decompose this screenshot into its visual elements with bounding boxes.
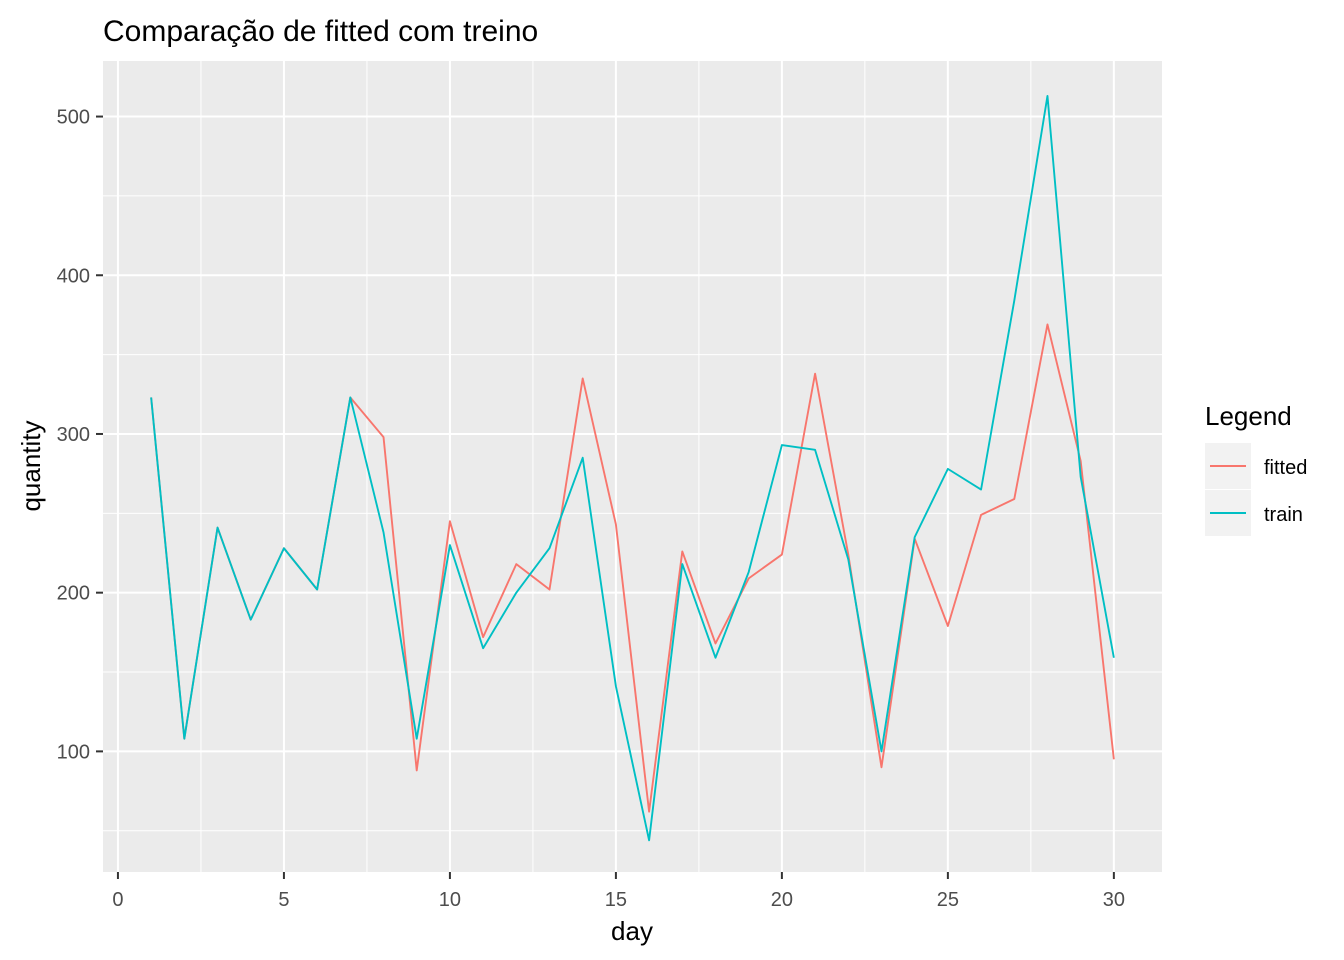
legend-items: fitted train	[1205, 443, 1307, 536]
y-tick-label: 200	[57, 583, 90, 605]
major-gridlines	[103, 61, 1162, 872]
legend: Legend fitted train	[1205, 401, 1307, 536]
chart-title: Comparação de fitted com treino	[103, 15, 538, 48]
x-axis-ticks: 0 5 10 15 20 25 30	[112, 872, 1125, 911]
series-line-train	[150, 94, 1115, 842]
legend-label-train: train	[1264, 504, 1303, 526]
x-tick-label: 30	[1103, 889, 1125, 911]
x-tick-label: 10	[439, 889, 461, 911]
y-tick-label: 400	[57, 265, 90, 287]
y-axis-ticks: 100 200 300 400 500	[57, 107, 103, 763]
x-tick-label: 5	[278, 889, 289, 911]
plot-panel	[103, 61, 1162, 872]
series-layer	[150, 94, 1115, 842]
x-tick-label: 25	[937, 889, 959, 911]
legend-label-fitted: fitted	[1264, 457, 1307, 479]
y-axis-title: quantity	[16, 420, 46, 511]
x-tick-label: 15	[605, 889, 627, 911]
x-tick-label: 20	[771, 889, 793, 911]
y-tick-label: 100	[57, 741, 90, 763]
x-axis-title: day	[611, 916, 653, 946]
legend-title: Legend	[1205, 401, 1292, 431]
y-tick-label: 500	[57, 107, 90, 129]
y-tick-label: 300	[57, 424, 90, 446]
x-tick-label: 0	[112, 889, 123, 911]
